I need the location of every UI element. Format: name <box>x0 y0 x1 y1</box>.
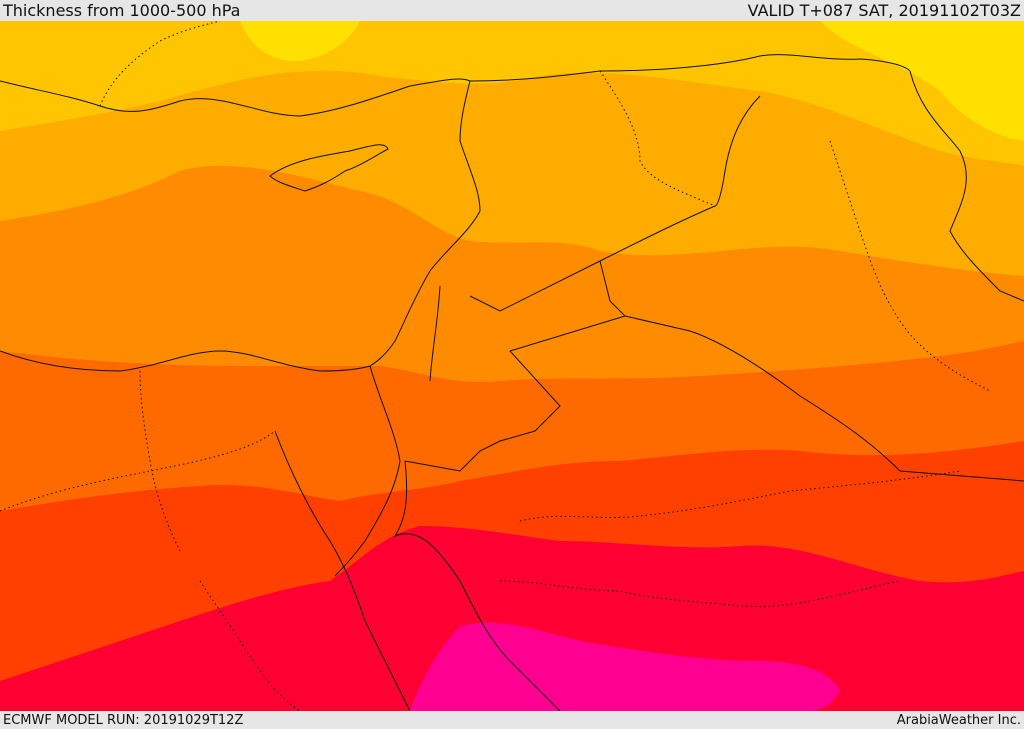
valid-time: VALID T+087 SAT, 20191102T03Z <box>747 1 1021 20</box>
admin-line-4 <box>599 70 716 207</box>
gulf-aqaba <box>393 460 561 711</box>
red-sea-west <box>274 430 411 711</box>
iraq-saudi-border <box>624 315 1024 482</box>
header-bar: Thickness from 1000-500 hPa VALID T+087 … <box>0 0 1024 21</box>
band-yellow <box>240 21 1024 141</box>
admin-boundaries <box>0 21 991 711</box>
admin-line-2 <box>0 430 276 512</box>
levant-coast <box>369 80 481 367</box>
cyprus <box>269 144 389 192</box>
admin-line-5 <box>519 470 961 522</box>
map-title: Thickness from 1000-500 hPa <box>3 1 241 20</box>
jordan-saudi-border <box>404 260 626 472</box>
borders <box>0 54 1024 711</box>
thickness-map <box>0 21 1024 711</box>
admin-line-8 <box>199 580 301 711</box>
egypt-coast <box>0 350 371 372</box>
syria-turkey-border <box>469 54 911 82</box>
iraq-iran-border <box>909 70 1024 302</box>
coastline-turkey <box>0 78 471 117</box>
sinai-gulf-suez <box>334 365 401 577</box>
jordan-israel <box>429 285 441 382</box>
credit: ArabiaWeather Inc. <box>896 712 1021 728</box>
footer-bar: ECMWF MODEL RUN: 20191029T12Z ArabiaWeat… <box>0 711 1024 729</box>
model-run: ECMWF MODEL RUN: 20191029T12Z <box>3 712 244 728</box>
band-8 <box>410 622 840 711</box>
syria-iraq-border <box>469 95 761 312</box>
admin-line-3 <box>139 370 181 552</box>
